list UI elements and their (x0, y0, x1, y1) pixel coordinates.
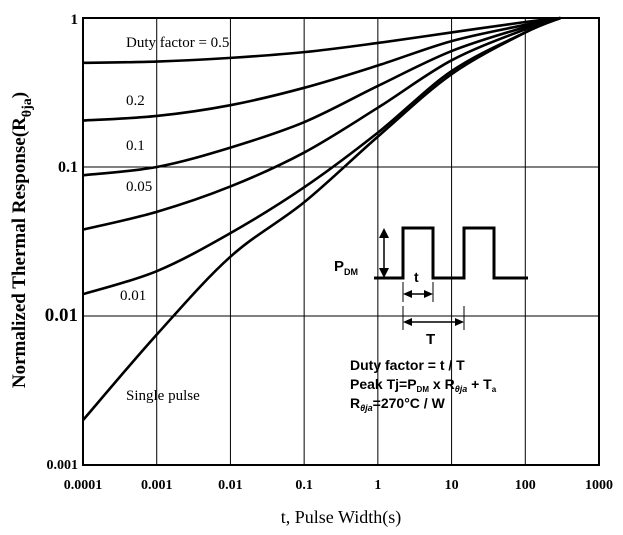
t-arrow-head-left (403, 290, 412, 298)
x-tick-label: 10 (445, 478, 459, 493)
plot-frame (82, 17, 600, 466)
series-label-0.1: 0.1 (126, 138, 145, 154)
t-arrow-head-right (424, 290, 433, 298)
x-tick-label: 0.001 (141, 478, 173, 493)
pdm-arrow-head-bottom (379, 268, 389, 278)
x-tick-label: 1000 (585, 478, 613, 493)
formula-rtheta: Rθja=270°C / W (350, 395, 446, 413)
series-label-0.05: 0.05 (126, 179, 152, 195)
series-curve-0 (82, 16, 561, 65)
series-curve-4 (82, 16, 561, 296)
series-label-0.01: 0.01 (120, 288, 146, 304)
x-tick-label: 0.0001 (64, 478, 103, 493)
pulse-waveform (374, 226, 528, 280)
x-tick-labels: 0.0001 0.001 0.01 0.1 1 10 100 1000 (64, 478, 613, 493)
series-curve-2 (82, 16, 561, 177)
x-tick-label: 0.1 (295, 478, 313, 493)
pulse-diagram: PDM t T (334, 226, 528, 348)
T-label: T (426, 331, 435, 348)
series-curve-1 (82, 16, 561, 122)
y-tick-label: 0.001 (47, 458, 79, 473)
series-label-single-pulse: Single pulse (126, 388, 200, 404)
y-axis-title: Normalized Thermal Response(Rθja) (9, 92, 35, 388)
curves (82, 16, 561, 421)
T-arrow-head-right (455, 318, 464, 326)
pdm-label: PDM (334, 258, 358, 277)
y-tick-label: 0.1 (58, 159, 78, 176)
formula-block: Duty factor = t / T Peak Tj=PDM x Rθja +… (350, 357, 497, 413)
t-label: t (414, 269, 419, 285)
series-curve-5 (82, 16, 561, 421)
x-tick-label: 100 (515, 478, 536, 493)
x-tick-label: 1 (374, 478, 381, 493)
y-tick-label: 0.01 (45, 305, 78, 326)
series-label-0.5: Duty factor = 0.5 (126, 35, 229, 51)
formula-peak-tj: Peak Tj=PDM x Rθja + Ta (350, 376, 497, 394)
x-tick-label: 0.01 (218, 478, 243, 493)
series-label-0.2: 0.2 (126, 93, 145, 109)
T-arrow-head-left (403, 318, 412, 326)
series-curve-3 (82, 16, 561, 231)
formula-duty-factor: Duty factor = t / T (350, 357, 465, 373)
y-tick-label: 1 (71, 12, 79, 28)
x-axis-title: t, Pulse Width(s) (281, 507, 401, 528)
grid-lines (83, 18, 599, 465)
y-tick-labels: 1 0.1 0.01 0.001 (45, 12, 78, 473)
pdm-arrow-head-top (379, 228, 389, 238)
